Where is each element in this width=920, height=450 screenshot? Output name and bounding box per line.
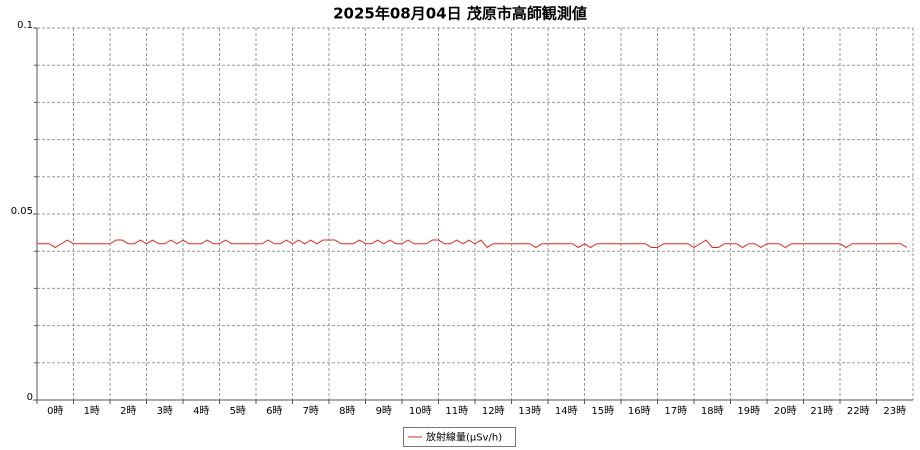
x-tick-label: 20時 xyxy=(774,405,797,417)
x-tick-label: 1時 xyxy=(84,405,100,417)
x-tick-label: 23時 xyxy=(883,405,906,417)
y-tick-label: 0 xyxy=(27,392,33,403)
data-line xyxy=(37,239,908,249)
x-tick-label: 7時 xyxy=(303,405,319,417)
x-tick-label: 8時 xyxy=(339,405,355,417)
x-tick-label: 18時 xyxy=(701,405,724,417)
x-tick-label: 6時 xyxy=(266,405,282,417)
legend-box xyxy=(403,427,516,447)
y-tick-label: 0.1 xyxy=(17,20,33,31)
x-tick-label: 3時 xyxy=(157,405,173,417)
x-tick-label: 14時 xyxy=(555,405,578,417)
x-tick-label: 16時 xyxy=(628,405,651,417)
x-tick-label: 17時 xyxy=(664,405,687,417)
x-tick-label: 0時 xyxy=(47,405,63,417)
x-tick-label: 9時 xyxy=(376,405,392,417)
x-tick-label: 11時 xyxy=(445,405,468,417)
x-tick-label: 2時 xyxy=(120,405,136,417)
x-tick-label: 4時 xyxy=(193,405,209,417)
x-tick-label: 10時 xyxy=(409,405,432,417)
legend-label: 放射線量(μSv/h) xyxy=(426,431,502,444)
y-tick-label: 0.05 xyxy=(11,206,33,217)
x-tick-label: 13時 xyxy=(518,405,541,417)
x-tick-label: 15時 xyxy=(591,405,614,417)
x-tick-label: 19時 xyxy=(737,405,760,417)
x-tick-label: 21時 xyxy=(810,405,833,417)
x-tick-label: 12時 xyxy=(482,405,505,417)
x-tick-label: 5時 xyxy=(230,405,246,417)
chart-title: 2025年08月04日 茂原市高師観測値 xyxy=(333,5,587,23)
x-tick-label: 22時 xyxy=(847,405,870,417)
legend: 放射線量(μSv/h) xyxy=(403,427,516,447)
